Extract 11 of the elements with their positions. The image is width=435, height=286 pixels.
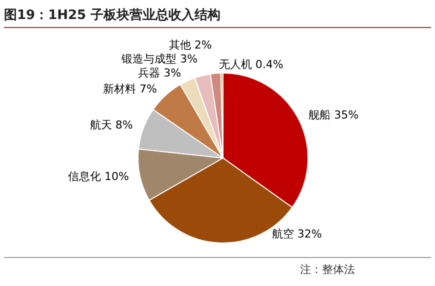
slice-label: 新材料 7% — [103, 82, 157, 96]
chart-title: 图19：1H25 子板块营业总收入结构 — [4, 7, 221, 23]
slice-label: 航空 32% — [272, 227, 322, 240]
text: 注：整体法 — [300, 263, 355, 276]
slice-label: 其他 2% — [168, 38, 212, 52]
slice-label: 兵器 3% — [138, 66, 182, 80]
slice-label: 航天 8% — [90, 118, 133, 132]
slice-label: 无人机 0.4% — [218, 58, 284, 72]
slice-label: 舰船 35% — [308, 108, 359, 122]
slice-label: 信息化 10% — [68, 170, 129, 184]
slice-label: 锻造与成型 3% — [120, 52, 198, 66]
